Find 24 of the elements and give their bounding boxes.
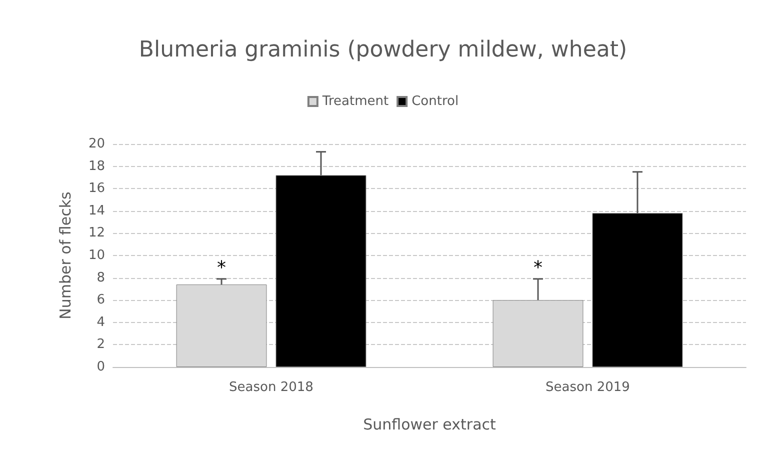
- bar: [276, 175, 366, 367]
- y-tick-label: 6: [96, 292, 105, 308]
- bar: [176, 284, 267, 367]
- y-tick-label: 2: [96, 337, 105, 352]
- y-tick-label: 18: [88, 158, 105, 174]
- bar: [592, 213, 683, 367]
- x-axis-title: Sunflower extract: [363, 416, 496, 434]
- y-tick-label: 0: [96, 360, 105, 374]
- y-tick-label: 10: [88, 248, 105, 263]
- y-tick-label: 4: [96, 314, 105, 330]
- chart-title: Blumeria graminis (powdery mildew, wheat): [138, 38, 628, 62]
- y-tick-label: 12: [88, 226, 105, 241]
- legend-label: Control: [412, 94, 459, 109]
- y-tick-label: 14: [88, 203, 105, 218]
- y-tick-label: 20: [88, 136, 105, 152]
- y-tick-label: 8: [96, 270, 105, 286]
- annotation: *: [534, 257, 543, 278]
- legend-label: Treatment: [321, 94, 389, 109]
- x-tick-label: Season 2019: [546, 380, 630, 395]
- annotation: *: [217, 257, 226, 278]
- y-tick-label: 16: [88, 181, 105, 196]
- y-axis-title: Number of flecks: [56, 191, 74, 320]
- x-tick-label: Season 2018: [229, 380, 314, 395]
- bar: [492, 300, 584, 367]
